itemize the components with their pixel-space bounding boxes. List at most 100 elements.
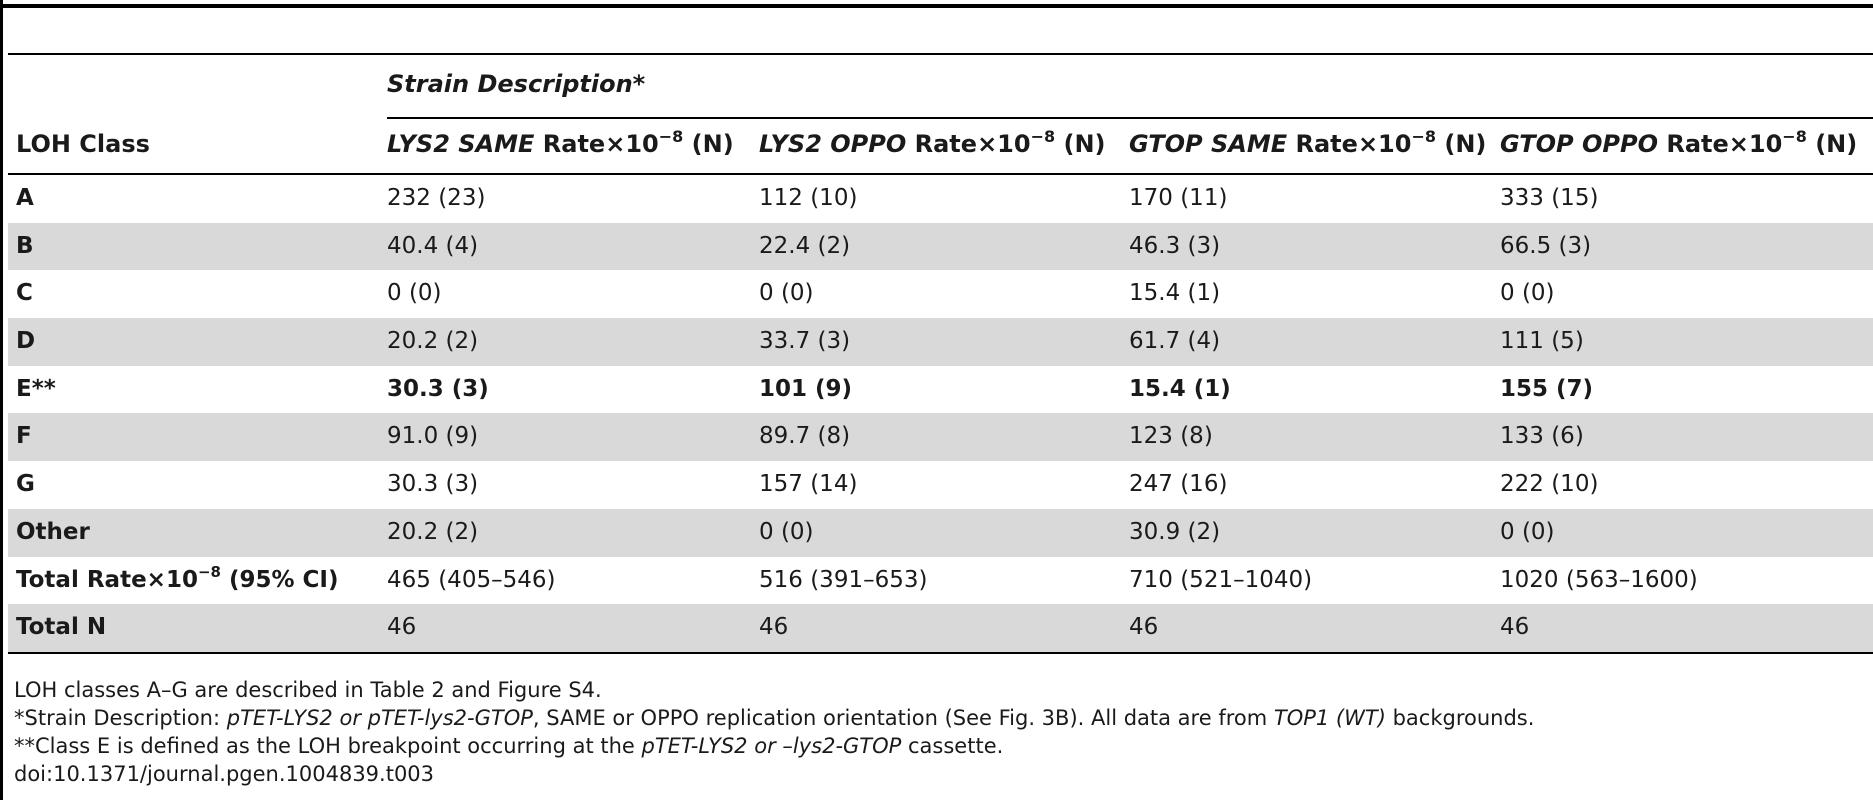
table-cell: 0 (0) (387, 280, 442, 307)
header-gtop-same: GTOP SAME Rate×10−8 (N) (1129, 127, 1487, 159)
footnote-text: **Class E is defined as the LOH breakpoi… (14, 734, 642, 758)
table-row: F 91.0 (9) 89.7 (8) 123 (8) 133 (6) (8, 413, 1873, 462)
bottom-rule (8, 652, 1873, 654)
table-cell: 46.3 (3) (1129, 232, 1221, 259)
row-label: E** (16, 375, 56, 402)
header-rule (8, 173, 1873, 175)
header-loh-class: LOH Class (16, 130, 150, 158)
table-cell: 222 (10) (1500, 471, 1599, 498)
table-cell: 15.4 (1) (1129, 280, 1221, 307)
table-row: G 30.3 (3) 157 (14) 247 (16) 222 (10) (8, 461, 1873, 509)
table-cell: 89.7 (8) (759, 423, 851, 450)
table-row: D 20.2 (2) 33.7 (3) 61.7 (4) 111 (5) (8, 318, 1873, 366)
header-exponent: −8 (1782, 127, 1807, 146)
header-exponent: −8 (1411, 127, 1436, 146)
table-footnotes: LOH classes A–G are described in Table 2… (14, 676, 1534, 788)
table-cell: 111 (5) (1500, 328, 1584, 355)
table-cell: 112 (10) (759, 185, 858, 211)
footnote-text: *Strain Description: (14, 706, 227, 730)
table-cell: 0 (0) (759, 518, 814, 545)
table-row: C 0 (0) 0 (0) 15.4 (1) 0 (0) (8, 270, 1873, 318)
footnote-1: LOH classes A–G are described in Table 2… (14, 678, 602, 702)
table-cell: 333 (15) (1500, 185, 1599, 211)
table-cell: 155 (7) (1500, 375, 1594, 402)
header-n: (N) (1063, 130, 1106, 158)
table-row: A 232 (23) 112 (10) 170 (11) 333 (15) (8, 175, 1873, 223)
table-cell: 1020 (563–1600) (1500, 566, 1698, 593)
table-cell: 0 (0) (1500, 280, 1555, 307)
header-times: ×10 (605, 130, 659, 158)
header-n: (N) (691, 130, 734, 158)
table-cell: 157 (14) (759, 471, 858, 498)
table-cell: 20.2 (2) (387, 328, 479, 355)
table-cell: 0 (0) (1500, 518, 1555, 545)
row-label: A (16, 185, 34, 211)
table-cell: 30.9 (2) (1129, 518, 1221, 545)
column-header-row: LOH Class LYS2 SAME Rate×10−8 (N) LYS2 O… (8, 118, 1873, 173)
total-rate-exponent: −8 (197, 562, 221, 581)
table-row-total-n: Total N 46 46 46 46 (8, 604, 1873, 652)
row-label: Total N (16, 614, 107, 641)
table-cell: 101 (9) (759, 375, 853, 402)
table-cell: 46 (1129, 614, 1159, 641)
table-cell: 232 (23) (387, 185, 486, 211)
row-label: C (16, 280, 33, 307)
row-label: G (16, 471, 35, 498)
strain-rule (387, 117, 1873, 119)
row-label: B (16, 232, 34, 259)
table-cell: 170 (11) (1129, 185, 1228, 211)
table-cell: 33.7 (3) (759, 328, 851, 355)
table-cell: 22.4 (2) (759, 232, 851, 259)
total-rate-times: ×10 (146, 566, 198, 593)
table-cell: 46 (759, 614, 789, 641)
header-times: ×10 (977, 130, 1031, 158)
table-cell: 0 (0) (759, 280, 814, 307)
header-gene: GTOP SAME (1129, 130, 1288, 158)
row-label: Other (16, 518, 90, 545)
table-cell: 516 (391–653) (759, 566, 928, 593)
table-cell: 15.4 (1) (1129, 375, 1231, 402)
footnote-italic: pTET-LYS2 or –lys2-GTOP (641, 734, 902, 758)
header-gtop-oppo: GTOP OPPO Rate×10−8 (N) (1500, 127, 1858, 159)
title-rule (8, 53, 1873, 55)
row-label: F (16, 423, 32, 450)
table-cell: 247 (16) (1129, 471, 1228, 498)
table-cell: 20.2 (2) (387, 518, 479, 545)
table-cell: 61.7 (4) (1129, 328, 1221, 355)
header-exponent: −8 (1030, 127, 1056, 146)
table-row-total-rate: Total Rate×10−8 (95% CI) 465 (405–546) 5… (8, 557, 1873, 605)
header-n: (N) (1815, 130, 1858, 158)
table-row: B 40.4 (4) 22.4 (2) 46.3 (3) 66.5 (3) (8, 222, 1873, 271)
header-lys2-same: LYS2 SAME Rate×10−8 (N) (387, 127, 734, 159)
header-times: ×10 (1357, 130, 1412, 158)
table-cell: 66.5 (3) (1500, 232, 1592, 259)
header-rate: Rate (1666, 130, 1729, 158)
footnote-text: backgrounds. (1385, 706, 1535, 730)
table-row-highlighted: E** 30.3 (3) 101 (9) 15.4 (1) 155 (7) (8, 366, 1873, 414)
table-cell: 30.3 (3) (387, 471, 479, 498)
doi-line: doi:10.1371/journal.pgen.1004839.t003 (14, 762, 435, 786)
footnote-text: cassette. (901, 734, 1004, 758)
table-cell: 133 (6) (1500, 423, 1584, 450)
total-rate-text: Total Rate (16, 566, 147, 593)
footnote-text: , SAME or OPPO replication orientation (… (532, 706, 1274, 730)
header-exponent: −8 (658, 127, 684, 146)
row-label: Total Rate×10−8 (95% CI) (16, 557, 339, 605)
header-n: (N) (1444, 130, 1487, 158)
total-rate-ci: (95% CI) (228, 566, 339, 593)
table-cell: 465 (405–546) (387, 566, 556, 593)
footnote-italic: TOP1 (WT) (1273, 706, 1386, 730)
header-rate: Rate (542, 130, 606, 158)
table-cell: 123 (8) (1129, 423, 1213, 450)
table-cell: 30.3 (3) (387, 375, 489, 402)
header-gene: LYS2 SAME (387, 130, 535, 158)
header-rate: Rate (914, 130, 978, 158)
footnote-3: **Class E is defined as the LOH breakpoi… (14, 732, 1534, 760)
table-row: Other 20.2 (2) 0 (0) 30.9 (2) 0 (0) (8, 508, 1873, 557)
header-gene: LYS2 OPPO (759, 130, 907, 158)
left-border (0, 0, 3, 800)
table-body: A 232 (23) 112 (10) 170 (11) 333 (15) B … (8, 175, 1873, 652)
footnote-italic: pTET-LYS2 or pTET-lys2-GTOP (226, 706, 533, 730)
top-rule (0, 4, 1873, 8)
